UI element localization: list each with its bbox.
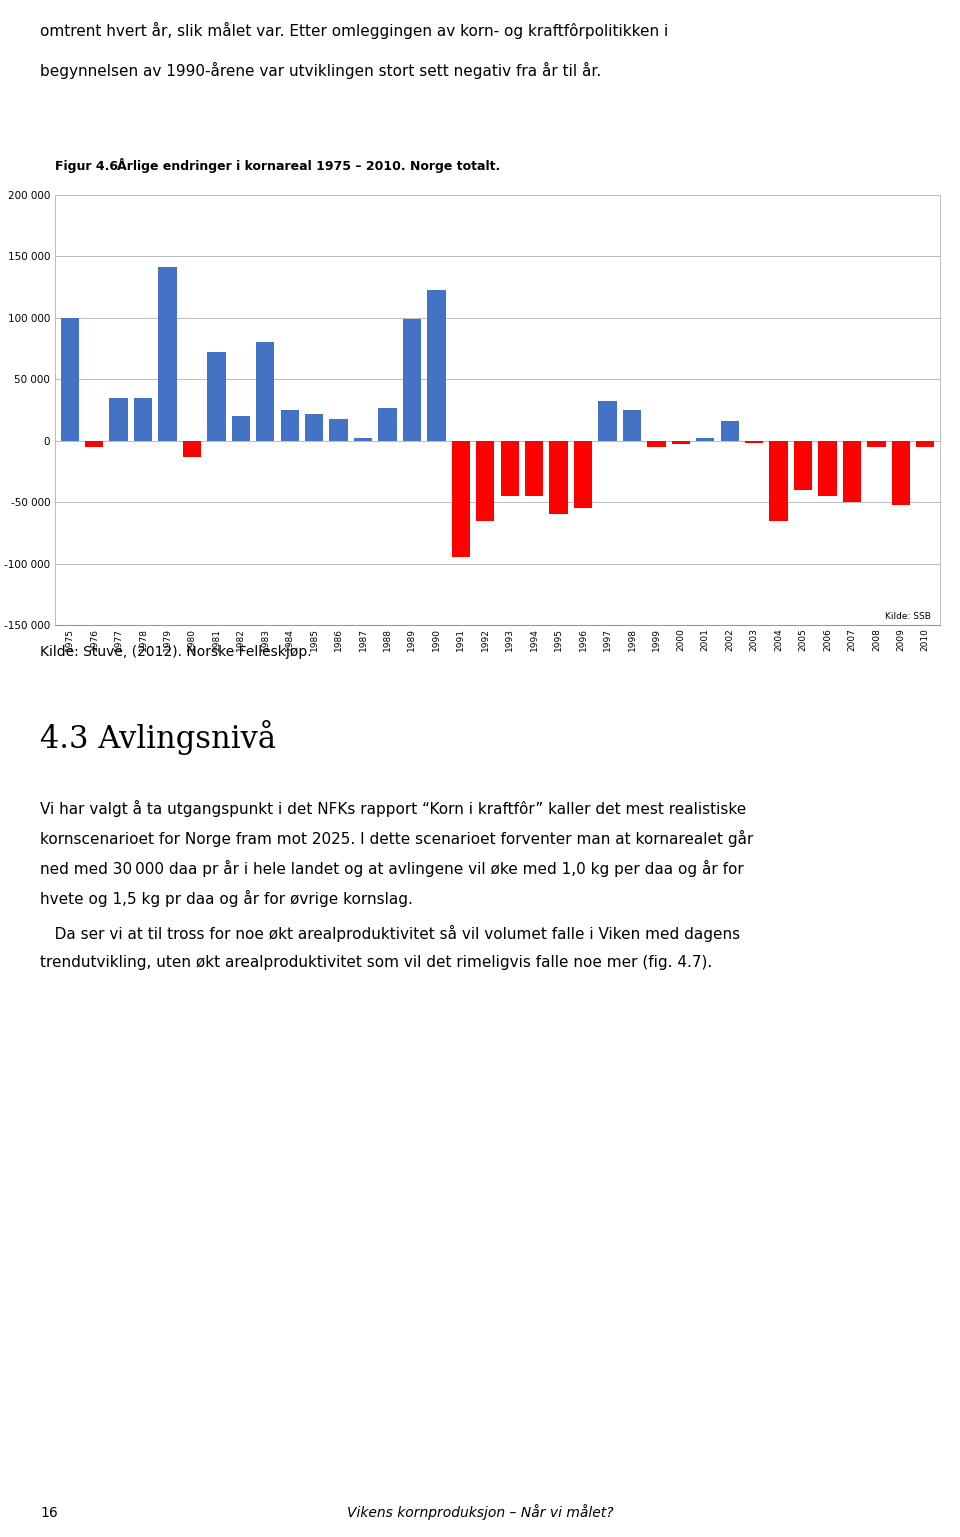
Bar <box>305 413 324 441</box>
Bar <box>256 343 275 441</box>
Bar <box>916 441 934 447</box>
Text: trendutvikling, uten økt arealproduktivitet som vil det rimeligvis falle noe mer: trendutvikling, uten økt arealproduktivi… <box>40 954 712 970</box>
Bar <box>892 441 910 504</box>
Bar <box>476 441 494 521</box>
Bar <box>525 441 543 496</box>
Bar <box>672 441 690 444</box>
Bar <box>133 398 153 441</box>
Text: Kilde: Stuve, (2012). Norske Felleskjøp.: Kilde: Stuve, (2012). Norske Felleskjøp. <box>40 646 312 659</box>
Text: ned med 30 000 daa pr år i hele landet og at avlingene vil øke med 1,0 kg per da: ned med 30 000 daa pr år i hele landet o… <box>40 861 744 878</box>
Bar <box>60 318 79 441</box>
Bar <box>109 398 128 441</box>
Y-axis label: Dekar: Dekar <box>0 393 1 427</box>
Text: Da ser vi at til tross for noe økt arealproduktivitet så vil volumet falle i Vik: Da ser vi at til tross for noe økt areal… <box>40 925 740 942</box>
Bar <box>549 441 567 515</box>
Text: Vi har valgt å ta utgangspunkt i det NFKs rapport “Korn i kraftfôr” kaller det m: Vi har valgt å ta utgangspunkt i det NFK… <box>40 799 746 818</box>
Bar <box>427 289 445 441</box>
Text: hvete og 1,5 kg pr daa og år for øvrige kornslag.: hvete og 1,5 kg pr daa og år for øvrige … <box>40 890 413 907</box>
Bar <box>500 441 519 496</box>
Text: begynnelsen av 1990-årene var utviklingen stort sett negativ fra år til år.: begynnelsen av 1990-årene var utviklinge… <box>40 61 601 78</box>
Text: Årlige endringer i kornareal 1975 – 2010. Norge totalt.: Årlige endringer i kornareal 1975 – 2010… <box>117 158 500 174</box>
Text: omtrent hvert år, slik målet var. Etter omleggingen av korn- og kraftfôrpolitikk: omtrent hvert år, slik målet var. Etter … <box>40 22 668 38</box>
Text: 16: 16 <box>40 1506 58 1520</box>
Bar <box>843 441 861 503</box>
Bar <box>794 441 812 490</box>
Bar <box>451 441 470 558</box>
Bar <box>182 441 201 456</box>
Bar <box>696 438 714 441</box>
Bar <box>231 417 250 441</box>
Bar <box>745 441 763 443</box>
Bar <box>623 410 641 441</box>
Bar <box>721 421 739 441</box>
Bar <box>158 267 177 441</box>
Bar <box>280 410 299 441</box>
Bar <box>574 441 592 509</box>
Bar <box>867 441 886 447</box>
Text: Figur 4.6: Figur 4.6 <box>55 160 118 174</box>
Text: Kilde: SSB: Kilde: SSB <box>885 612 931 621</box>
Bar <box>598 401 616 441</box>
Text: kornscenarioet for Norge fram mot 2025. I dette scenarioet forventer man at korn: kornscenarioet for Norge fram mot 2025. … <box>40 830 754 847</box>
Bar <box>329 418 348 441</box>
Bar <box>647 441 665 447</box>
Text: 4.3 Avlingsnivå: 4.3 Avlingsnivå <box>40 719 276 755</box>
Bar <box>770 441 788 521</box>
Text: Vikens kornproduksjon – Når vi målet?: Vikens kornproduksjon – Når vi målet? <box>347 1505 613 1520</box>
Bar <box>378 407 396 441</box>
Bar <box>84 441 104 447</box>
Bar <box>354 438 372 441</box>
Bar <box>403 320 421 441</box>
Bar <box>207 352 226 441</box>
Bar <box>818 441 837 496</box>
